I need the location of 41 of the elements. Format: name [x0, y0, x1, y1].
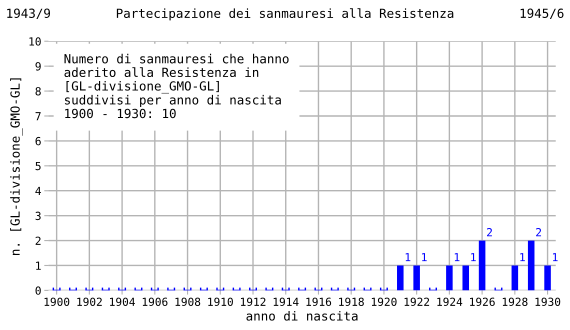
data-label: 1 — [406, 253, 410, 262]
y-tick-label: 1 — [36, 262, 41, 270]
data-label: 1 — [520, 253, 525, 262]
y-tick-label: 7 — [36, 112, 41, 120]
y-tick-label: 10 — [29, 37, 41, 46]
x-tick-label: 1900 — [44, 298, 70, 306]
x-tick-label: 1908 — [176, 298, 200, 306]
x-axis-title: anno di nascita — [246, 311, 358, 321]
x-tick-label: 1930 — [536, 298, 560, 306]
data-label: 2 — [487, 228, 492, 236]
y-tick-label: 4 — [35, 186, 41, 195]
x-tick-label: 1920 — [372, 298, 397, 306]
x-tick-label: 1922 — [404, 298, 430, 306]
x-tick-label: 1924 — [437, 298, 462, 306]
y-tick-label: 2 — [36, 236, 41, 245]
x-tick-label: 1906 — [142, 298, 168, 306]
x-tick-label: 1904 — [110, 298, 135, 306]
x-tick-label: 1918 — [339, 298, 364, 306]
y-tick-label: 6 — [36, 136, 41, 146]
x-tick-label: 1902 — [77, 298, 102, 306]
x-tick-label: 1914 — [274, 298, 299, 306]
x-tick-label: 1926 — [470, 298, 495, 306]
data-label: 1 — [422, 253, 427, 262]
chart-title: Partecipazione dei sanmauresi alla Resistenza — [116, 8, 454, 20]
x-tick-label: 1912 — [240, 298, 266, 306]
y-axis-title: n. [GL-divisione_GMO-GL] — [10, 78, 23, 255]
text: 1945/6 — [520, 8, 564, 19]
y-tick-label: 9 — [36, 62, 41, 71]
y-tick-label: 0 — [36, 286, 41, 295]
y-tick-label: 8 — [36, 87, 41, 96]
data-label: 1 — [454, 253, 460, 262]
x-tick-label: 1928 — [502, 298, 528, 306]
x-tick-label: 1916 — [306, 298, 332, 306]
annotation: Numero di sanmauresi che hanno aderito alla Resistenza in [GL-divisione_GMO-GL] suddivisi per anno di nascita 1900 - 1930: 10 — [64, 54, 289, 118]
text: 1943/9 — [7, 8, 50, 19]
x-tick-label: 1910 — [208, 298, 233, 306]
data-label: 1 — [552, 253, 558, 262]
y-tick-label: 5 — [36, 162, 41, 170]
y-tick-label: 3 — [36, 212, 41, 220]
data-label: 1 — [471, 253, 476, 262]
data-label: 2 — [536, 228, 542, 236]
